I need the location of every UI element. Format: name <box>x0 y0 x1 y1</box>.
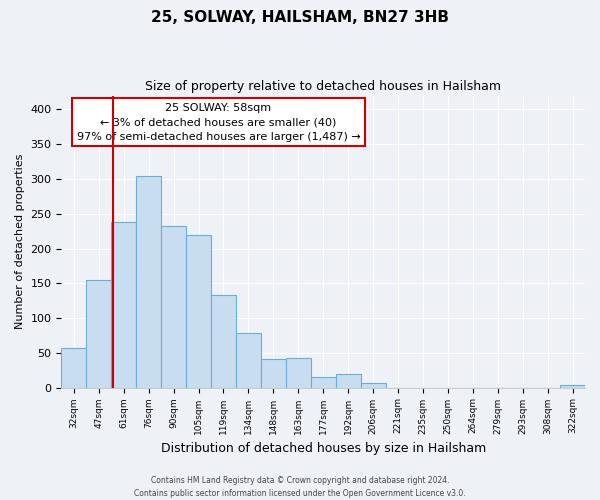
Bar <box>335 374 361 388</box>
Bar <box>211 295 236 388</box>
Text: 25 SOLWAY: 58sqm
← 3% of detached houses are smaller (40)
97% of semi-detached h: 25 SOLWAY: 58sqm ← 3% of detached houses… <box>77 103 361 142</box>
Text: Contains HM Land Registry data © Crown copyright and database right 2024.
Contai: Contains HM Land Registry data © Crown c… <box>134 476 466 498</box>
Bar <box>111 222 136 388</box>
Bar <box>86 280 111 388</box>
Bar <box>61 348 86 388</box>
Bar <box>161 226 186 388</box>
Text: 25, SOLWAY, HAILSHAM, BN27 3HB: 25, SOLWAY, HAILSHAM, BN27 3HB <box>151 10 449 25</box>
Bar <box>361 382 386 388</box>
Title: Size of property relative to detached houses in Hailsham: Size of property relative to detached ho… <box>145 80 501 93</box>
Bar <box>136 176 161 388</box>
Bar <box>186 236 211 388</box>
Y-axis label: Number of detached properties: Number of detached properties <box>15 154 25 329</box>
Bar <box>311 377 335 388</box>
X-axis label: Distribution of detached houses by size in Hailsham: Distribution of detached houses by size … <box>161 442 486 455</box>
Bar <box>560 386 585 388</box>
Bar <box>236 334 261 388</box>
Bar <box>261 359 286 388</box>
Bar <box>286 358 311 388</box>
